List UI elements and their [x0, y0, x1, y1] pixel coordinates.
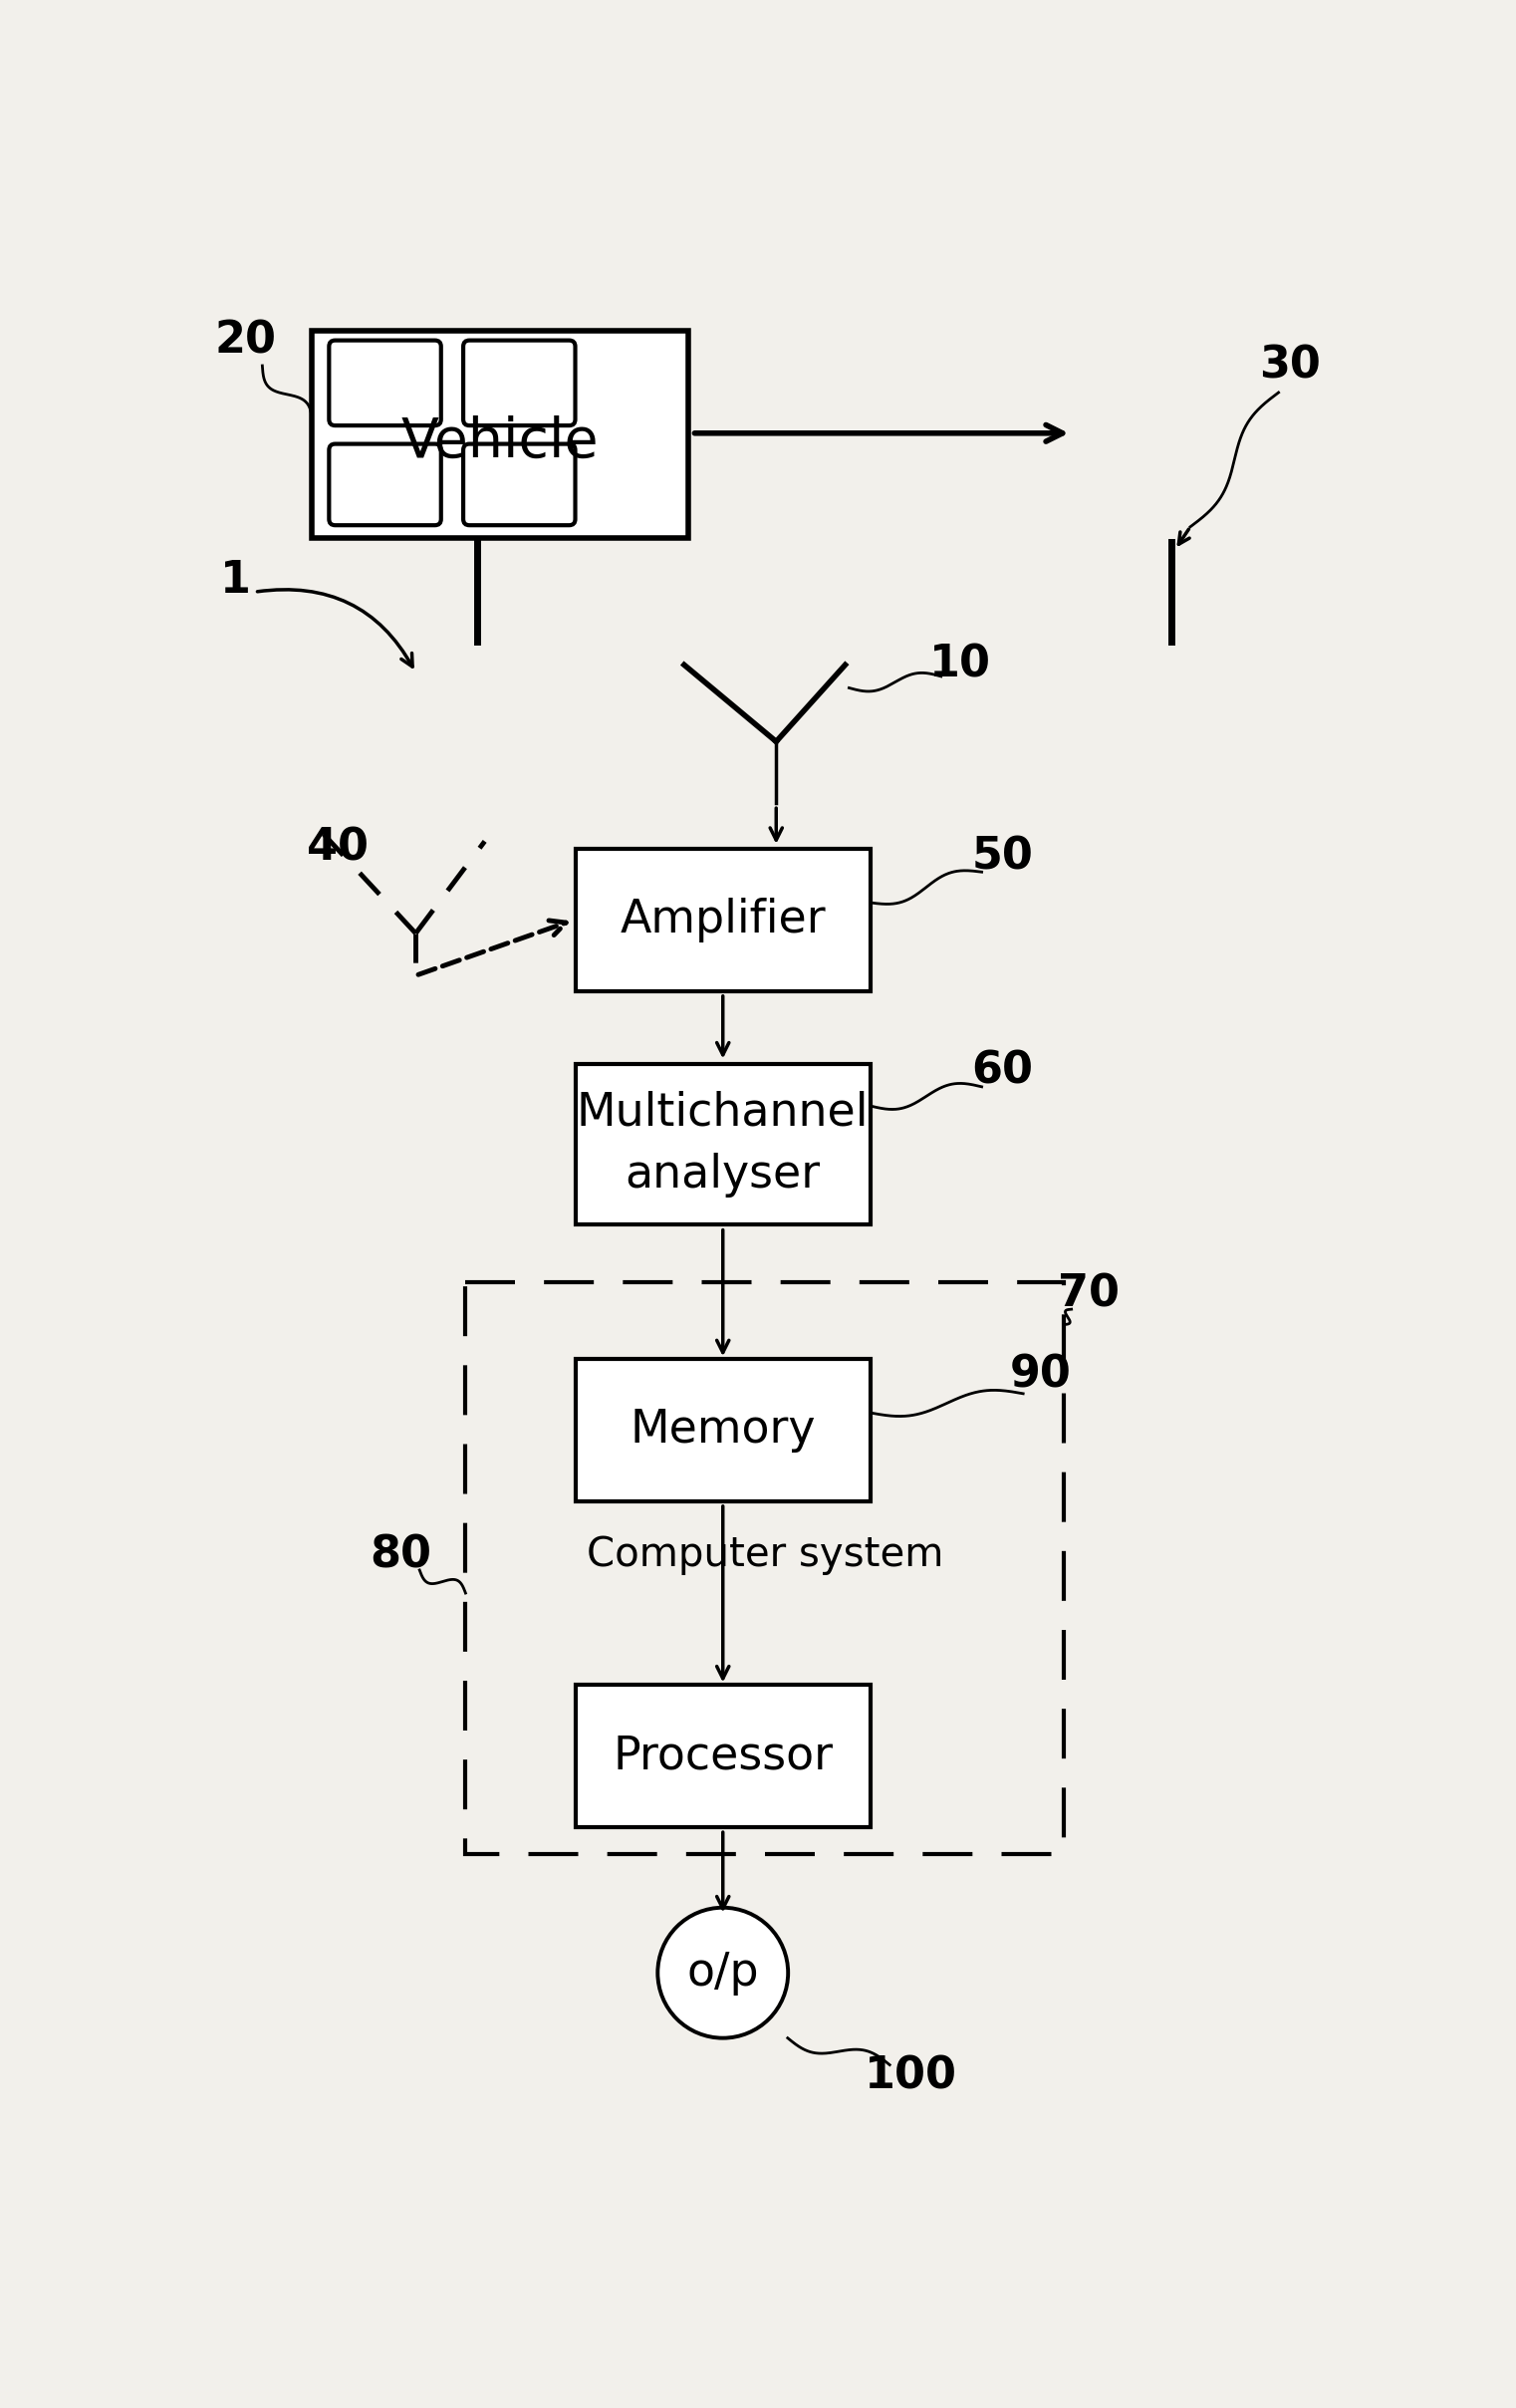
FancyBboxPatch shape — [464, 443, 575, 525]
FancyBboxPatch shape — [329, 340, 441, 426]
Bar — [575, 1358, 870, 1500]
Bar — [312, 332, 688, 539]
Bar — [575, 1686, 870, 1828]
Text: Vehicle: Vehicle — [402, 417, 599, 470]
Bar — [465, 1283, 1064, 1854]
Text: 20: 20 — [215, 320, 276, 364]
Text: 90: 90 — [1010, 1353, 1072, 1397]
Text: 60: 60 — [972, 1050, 1034, 1093]
Text: 1: 1 — [220, 559, 252, 602]
Text: Computer system: Computer system — [587, 1534, 943, 1575]
FancyBboxPatch shape — [329, 443, 441, 525]
Text: Amplifier: Amplifier — [620, 898, 826, 942]
Circle shape — [658, 1907, 788, 2037]
FancyBboxPatch shape — [464, 340, 575, 426]
Text: 80: 80 — [370, 1534, 431, 1577]
Text: 30: 30 — [1260, 344, 1320, 388]
Text: 100: 100 — [864, 2054, 957, 2097]
Text: Multichannel
analyser: Multichannel analyser — [576, 1091, 869, 1197]
Text: 10: 10 — [929, 643, 991, 686]
Text: 50: 50 — [972, 836, 1034, 879]
Bar — [575, 850, 870, 990]
Text: o/p: o/p — [687, 1950, 760, 1996]
Bar — [575, 1064, 870, 1226]
Text: 40: 40 — [306, 826, 368, 869]
Text: Memory: Memory — [631, 1409, 816, 1452]
Text: Processor: Processor — [612, 1734, 832, 1780]
Text: 70: 70 — [1058, 1271, 1120, 1315]
